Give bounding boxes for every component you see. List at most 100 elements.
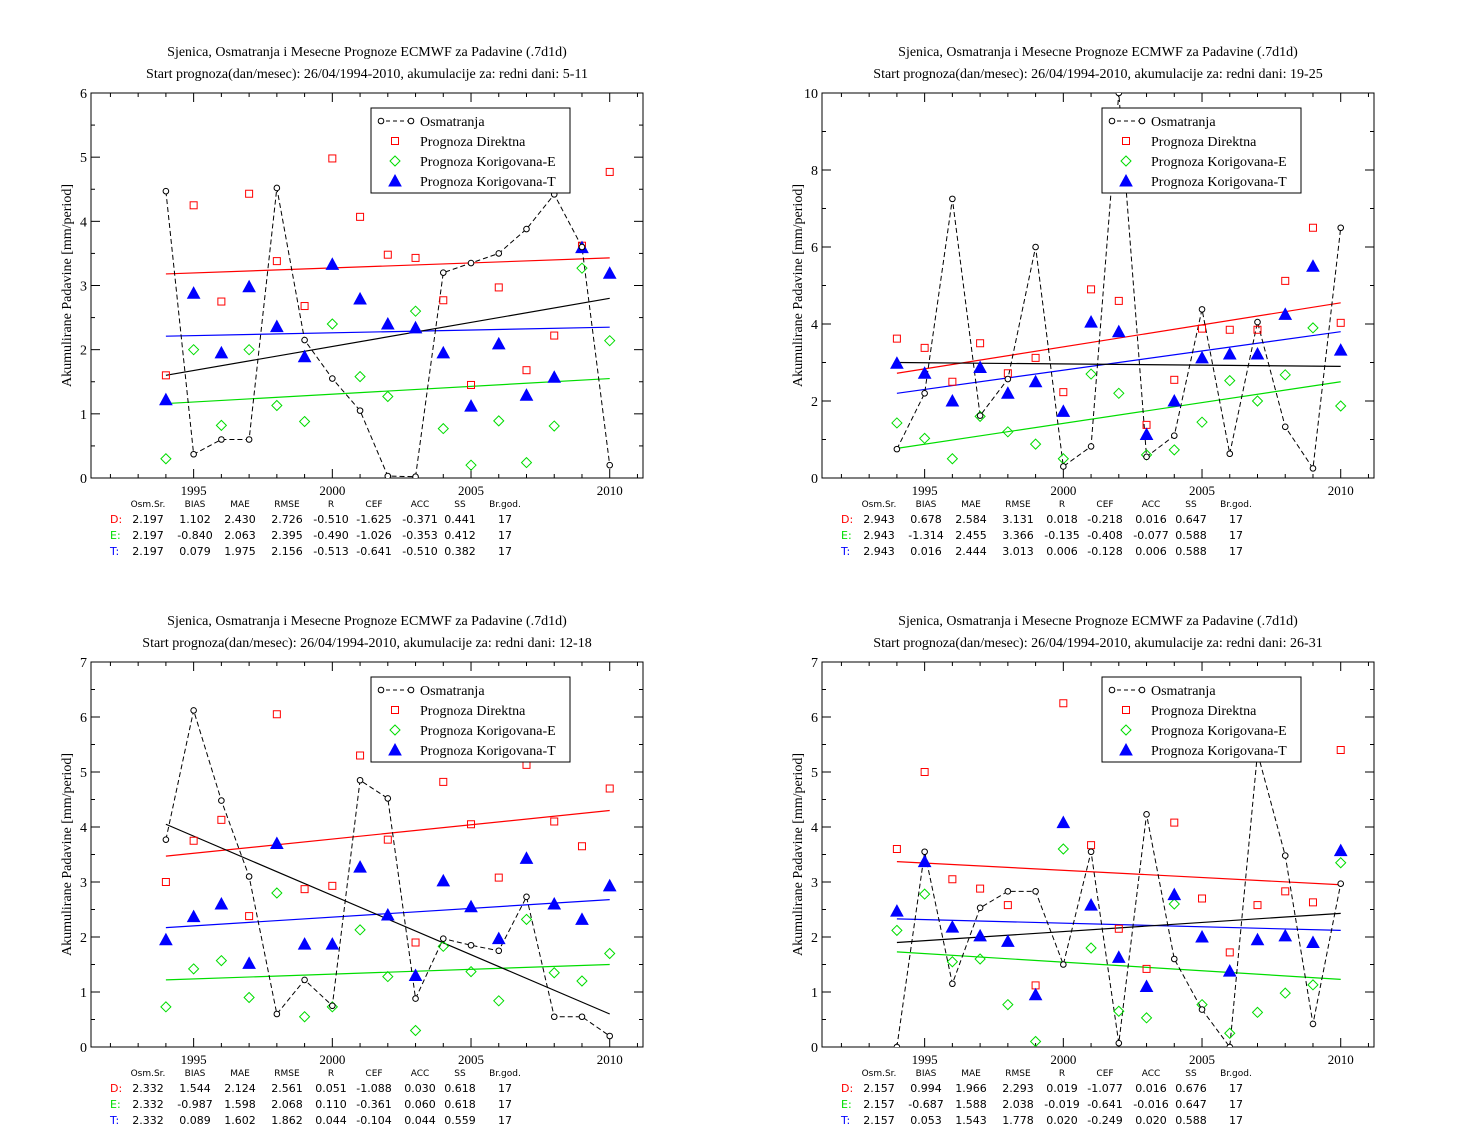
- y-tick-label: 0: [80, 472, 87, 487]
- stats-table: Osm.Sr. BIAS MAE RMSE R CEF ACC SS Br.god. D: 2.15…: [840, 1069, 1252, 1127]
- point-obs: [606, 461, 614, 469]
- point-direct: [1170, 818, 1179, 827]
- point-corrE: [548, 420, 560, 432]
- x-axis: 1995 2000 2005 2010: [109, 662, 638, 1067]
- point-obs: [606, 1032, 614, 1040]
- point-direct: [948, 377, 957, 386]
- point-obs: [384, 795, 392, 802]
- point-direct: [272, 710, 281, 719]
- point-corrT: [1306, 935, 1320, 948]
- point-direct: [467, 820, 476, 829]
- stats-header: Osm.Sr.: [131, 1069, 166, 1079]
- point-corrE: [1002, 426, 1014, 438]
- point-direct: [1003, 369, 1012, 378]
- trend-line-corrT: [165, 326, 610, 337]
- trend-line-corrT: [896, 331, 1341, 394]
- point-obs: [893, 445, 901, 453]
- point-direct: [1198, 894, 1207, 903]
- point-corrE: [187, 963, 200, 975]
- point-corrE: [1224, 1027, 1236, 1039]
- stats-header: RMSE: [1005, 1069, 1031, 1079]
- point-corrE: [604, 334, 616, 347]
- point-corrE: [548, 967, 560, 979]
- point-direct: [1253, 901, 1262, 910]
- y-tick-label: 0: [811, 1041, 818, 1056]
- point-corrE: [409, 1024, 422, 1037]
- series-corrE: [160, 887, 616, 1037]
- stats-cell: 0.051: [315, 1082, 347, 1095]
- stats-cell: 2.156: [271, 545, 303, 558]
- point-direct: [161, 878, 170, 886]
- point-corrE: [215, 954, 228, 967]
- point-corrT: [973, 360, 987, 374]
- point-direct: [605, 167, 614, 176]
- point-direct: [892, 845, 901, 853]
- stats-cell: 0.053: [910, 1114, 942, 1127]
- stats-cell: 17: [498, 529, 512, 542]
- stats-cell: 2.455: [955, 529, 987, 542]
- point-direct: [494, 873, 503, 882]
- y-tick-label: 4: [80, 821, 87, 836]
- stats-row-label: D:: [110, 1082, 122, 1095]
- point-obs: [1060, 961, 1067, 968]
- stats-cell: -0.987: [177, 1098, 212, 1111]
- stats-cell: 2.584: [955, 513, 987, 526]
- point-direct: [189, 836, 198, 845]
- point-direct: [467, 380, 476, 389]
- legend-marker-direct: [391, 706, 399, 714]
- legend-label-direct: Prognoza Direktna: [1151, 704, 1257, 719]
- point-corrT: [1250, 346, 1265, 360]
- stats-header: ACC: [1142, 500, 1161, 510]
- point-corrT: [325, 937, 340, 950]
- stats-cell: 2.038: [1002, 1098, 1034, 1111]
- point-direct: [1059, 699, 1068, 708]
- point-direct: [1059, 388, 1068, 397]
- stats-cell: -1.625: [356, 513, 391, 526]
- point-direct: [920, 768, 929, 776]
- x-axis: 1995 2000 2005 2010: [840, 662, 1369, 1067]
- point-obs: [467, 259, 475, 267]
- stats-cell: 1.102: [179, 513, 211, 526]
- point-direct: [1114, 924, 1123, 933]
- point-corrE: [1168, 898, 1180, 910]
- y-tick-label: 3: [80, 876, 87, 891]
- legend-marker-obs: [1108, 686, 1116, 694]
- x-tick-label: 2010: [597, 483, 623, 498]
- stats-row-label: E:: [841, 1098, 852, 1111]
- point-obs: [1337, 224, 1345, 232]
- point-corrT: [1028, 987, 1043, 1001]
- y-tick-label: 4: [811, 318, 818, 333]
- series-obs: [893, 749, 1345, 1047]
- y-tick-label: 1: [80, 986, 87, 1001]
- stats-cell: 0.412: [444, 529, 476, 542]
- stats-cell: 3.366: [1002, 529, 1034, 542]
- stats-cell: -1.088: [356, 1082, 391, 1095]
- legend-label-obs: Osmatranja: [1151, 684, 1216, 699]
- series-corrE: [891, 322, 1347, 465]
- point-corrT: [436, 345, 451, 359]
- legend-marker-obs: [1108, 117, 1116, 125]
- stats-cell: 17: [498, 1082, 512, 1095]
- point-corrE: [1279, 987, 1291, 999]
- trend-line-direct: [896, 302, 1341, 374]
- legend-box: [1101, 676, 1302, 763]
- point-direct: [245, 189, 254, 198]
- point-obs: [218, 797, 225, 804]
- point-corrT: [408, 968, 423, 981]
- stats-cell: -0.510: [313, 513, 348, 526]
- point-corrE: [326, 318, 339, 330]
- point-direct: [439, 296, 448, 305]
- legend-box: [1101, 107, 1302, 194]
- point-direct: [1281, 887, 1290, 896]
- stats-cell: -0.641: [1087, 1098, 1122, 1111]
- point-obs: [550, 1013, 558, 1021]
- point-corrE: [918, 432, 931, 445]
- point-direct: [1087, 285, 1096, 294]
- point-direct: [383, 835, 392, 844]
- point-obs: [1309, 1020, 1317, 1028]
- stats-header: SS: [1185, 1069, 1197, 1079]
- stats-cell: 17: [498, 513, 512, 526]
- point-direct: [161, 371, 170, 380]
- stats-header: MAE: [961, 1069, 981, 1079]
- stats-header: BIAS: [185, 1069, 206, 1079]
